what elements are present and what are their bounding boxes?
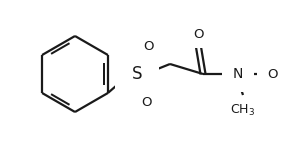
Text: O: O	[141, 95, 151, 108]
Text: O: O	[193, 29, 203, 41]
Text: S: S	[132, 65, 142, 83]
Text: O: O	[268, 67, 278, 81]
Text: CH$_3$: CH$_3$	[230, 103, 256, 118]
Text: N: N	[233, 67, 243, 81]
Text: O: O	[143, 40, 153, 53]
